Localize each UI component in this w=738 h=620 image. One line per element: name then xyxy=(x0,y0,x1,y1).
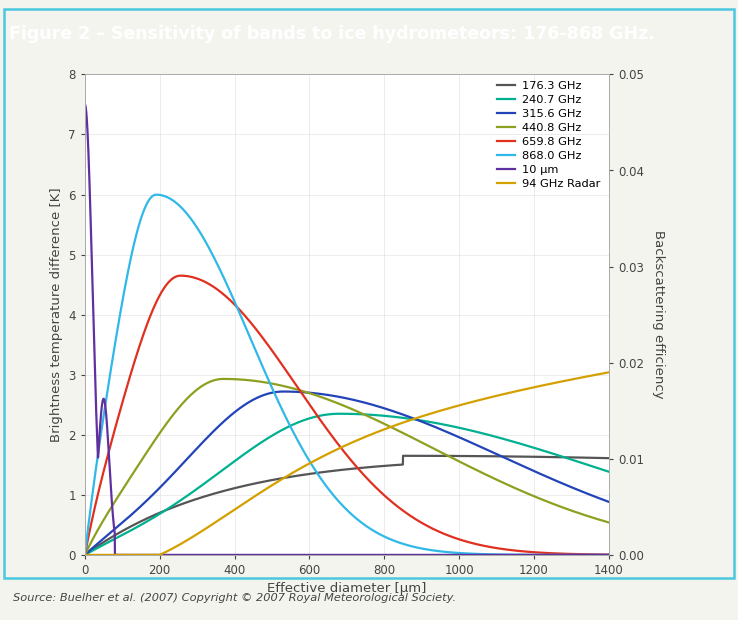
Text: Figure 2 – Sensitivity of bands to ice hydrometeors: 176-868 GHz.: Figure 2 – Sensitivity of bands to ice h… xyxy=(9,25,655,43)
X-axis label: Effective diameter [μm]: Effective diameter [μm] xyxy=(267,582,427,595)
Legend: 176.3 GHz, 240.7 GHz, 315.6 GHz, 440.8 GHz, 659.8 GHz, 868.0 GHz, 10 μm, 94 GHz : 176.3 GHz, 240.7 GHz, 315.6 GHz, 440.8 G… xyxy=(497,81,601,189)
Y-axis label: Brightness temperature difference [K]: Brightness temperature difference [K] xyxy=(49,187,63,442)
Text: Source: Buelher et al. (2007) Copyright © 2007 Royal Meteorological Society.: Source: Buelher et al. (2007) Copyright … xyxy=(13,593,456,603)
Y-axis label: Backscattering efficiency: Backscattering efficiency xyxy=(652,231,665,399)
